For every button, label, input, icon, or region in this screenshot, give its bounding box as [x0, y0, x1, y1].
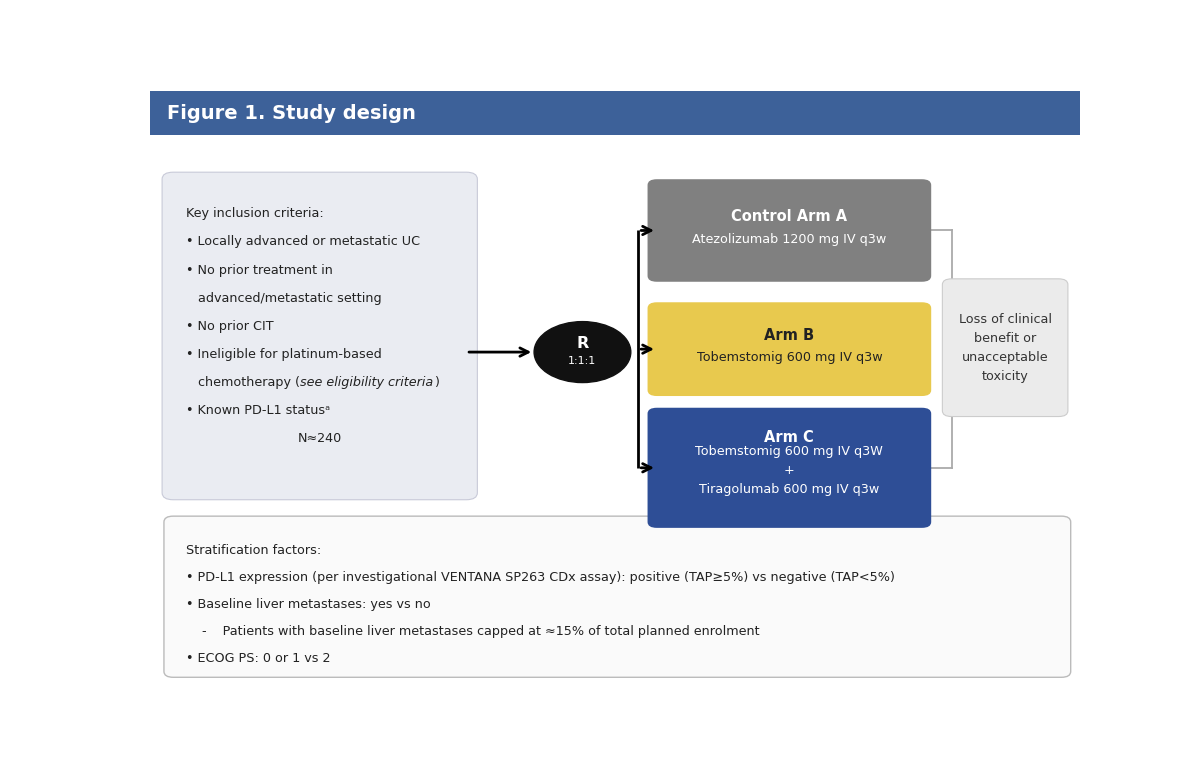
Text: • Locally advanced or metastatic UC: • Locally advanced or metastatic UC — [186, 235, 420, 249]
Text: • ECOG PS: 0 or 1 vs 2: • ECOG PS: 0 or 1 vs 2 — [186, 652, 331, 665]
Text: • Ineligible for platinum-based: • Ineligible for platinum-based — [186, 348, 382, 361]
Text: • Baseline liver metastases: yes vs no: • Baseline liver metastases: yes vs no — [186, 598, 431, 611]
Text: ): ) — [433, 376, 438, 389]
Text: -    Patients with baseline liver metastases capped at ≈15% of total planned enr: - Patients with baseline liver metastase… — [186, 625, 760, 638]
Text: • No prior CIT: • No prior CIT — [186, 320, 274, 333]
Text: Loss of clinical
benefit or
unacceptable
toxicity: Loss of clinical benefit or unacceptable… — [959, 313, 1051, 383]
Text: • No prior treatment in: • No prior treatment in — [186, 263, 334, 276]
Text: R: R — [576, 336, 588, 352]
Text: Tobemstomig 600 mg IV q3W
+
Tiragolumab 600 mg IV q3w: Tobemstomig 600 mg IV q3W + Tiragolumab … — [696, 445, 883, 496]
Text: advanced/metastatic setting: advanced/metastatic setting — [186, 291, 382, 304]
FancyBboxPatch shape — [942, 279, 1068, 416]
Text: Tobemstomig 600 mg IV q3w: Tobemstomig 600 mg IV q3w — [696, 352, 882, 365]
FancyBboxPatch shape — [648, 408, 931, 528]
FancyBboxPatch shape — [164, 516, 1070, 677]
Text: Stratification factors:: Stratification factors: — [186, 544, 322, 557]
Text: Arm C: Arm C — [764, 430, 815, 445]
Text: Control Arm A: Control Arm A — [731, 209, 847, 224]
Text: Arm B: Arm B — [764, 327, 815, 342]
Text: 1:1:1: 1:1:1 — [569, 356, 596, 367]
Text: • PD-L1 expression (per investigational VENTANA SP263 CDx assay): positive (TAP≥: • PD-L1 expression (per investigational … — [186, 572, 895, 584]
Text: chemotherapy (: chemotherapy ( — [186, 376, 300, 389]
Text: N≈240: N≈240 — [298, 432, 342, 445]
FancyBboxPatch shape — [150, 91, 1080, 135]
FancyBboxPatch shape — [648, 302, 931, 396]
Circle shape — [534, 322, 631, 383]
Text: Figure 1. Study design: Figure 1. Study design — [167, 103, 415, 123]
Text: Key inclusion criteria:: Key inclusion criteria: — [186, 207, 324, 221]
FancyBboxPatch shape — [648, 180, 931, 282]
FancyBboxPatch shape — [162, 172, 478, 500]
Text: • Known PD-L1 statusᵃ: • Known PD-L1 statusᵃ — [186, 404, 330, 417]
Text: see eligibility criteria: see eligibility criteria — [300, 376, 433, 389]
Text: Atezolizumab 1200 mg IV q3w: Atezolizumab 1200 mg IV q3w — [692, 233, 887, 246]
